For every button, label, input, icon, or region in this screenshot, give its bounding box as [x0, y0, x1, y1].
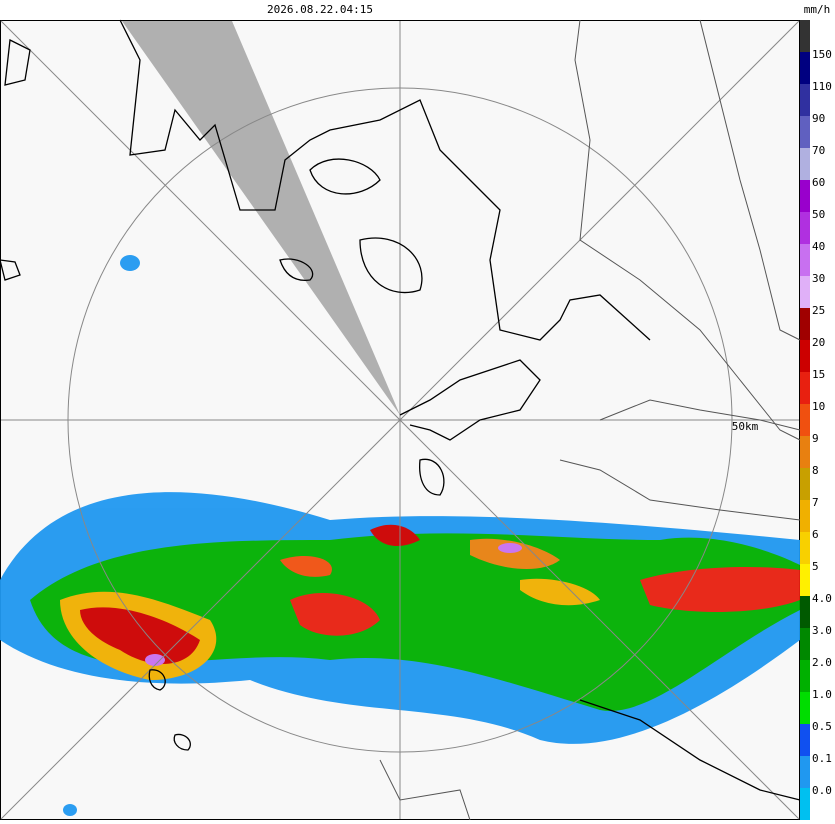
legend-label: 0.5: [812, 720, 832, 733]
legend-label: 4.0: [812, 592, 832, 605]
legend-swatch: [800, 532, 810, 564]
unit-label: mm/h: [804, 3, 831, 16]
legend-swatch: [800, 756, 810, 788]
legend-swatch: [800, 436, 810, 468]
legend: 150 110 90 70 60 50 40 30 25 20 15 10 9 8 7 6 5 4.0 3.0 2.0…: [800, 20, 832, 820]
legend-label: 20: [812, 336, 825, 349]
legend-label: 6: [812, 528, 819, 541]
legend-swatch: [800, 692, 810, 724]
legend-label: 110: [812, 80, 832, 93]
legend-swatch: [800, 308, 810, 340]
legend-swatch: [800, 84, 810, 116]
legend-swatch: [800, 276, 810, 308]
legend-label: 150: [812, 48, 832, 61]
legend-swatch: [800, 660, 810, 692]
legend-label: 15: [812, 368, 825, 381]
legend-swatch: [800, 372, 810, 404]
legend-label: 60: [812, 176, 825, 189]
range-label: 50km: [732, 420, 759, 433]
legend-swatch: [800, 52, 810, 84]
legend-swatch: [800, 20, 810, 52]
legend-label: 2.0: [812, 656, 832, 669]
legend-swatch: [800, 244, 810, 276]
timestamp: 2026.08.22.04:15: [267, 3, 373, 16]
legend-swatch: [800, 148, 810, 180]
legend-label: 5: [812, 560, 819, 573]
legend-swatch: [800, 500, 810, 532]
legend-label: 90: [812, 112, 825, 125]
legend-label: 3.0: [812, 624, 832, 637]
legend-label: 30: [812, 272, 825, 285]
legend-swatch: [800, 180, 810, 212]
legend-label: 70: [812, 144, 825, 157]
legend-label: 0.0: [812, 784, 832, 797]
legend-swatch: [800, 724, 810, 756]
legend-label: 8: [812, 464, 819, 477]
legend-swatch: [800, 564, 810, 596]
legend-swatch: [800, 468, 810, 500]
legend-swatch: [800, 212, 810, 244]
legend-label: 40: [812, 240, 825, 253]
map: 50km: [0, 19, 801, 821]
legend-label: 0.1: [812, 752, 832, 765]
legend-swatch: [800, 628, 810, 660]
legend-label: 7: [812, 496, 819, 509]
legend-swatch: [800, 788, 810, 820]
legend-swatch: [800, 404, 810, 436]
legend-swatch: [800, 340, 810, 372]
legend-swatch: [800, 596, 810, 628]
legend-swatch: [800, 116, 810, 148]
legend-label: 1.0: [812, 688, 832, 701]
legend-label: 50: [812, 208, 825, 221]
legend-label: 10: [812, 400, 825, 413]
legend-label: 9: [812, 432, 819, 445]
legend-label: 25: [812, 304, 825, 317]
